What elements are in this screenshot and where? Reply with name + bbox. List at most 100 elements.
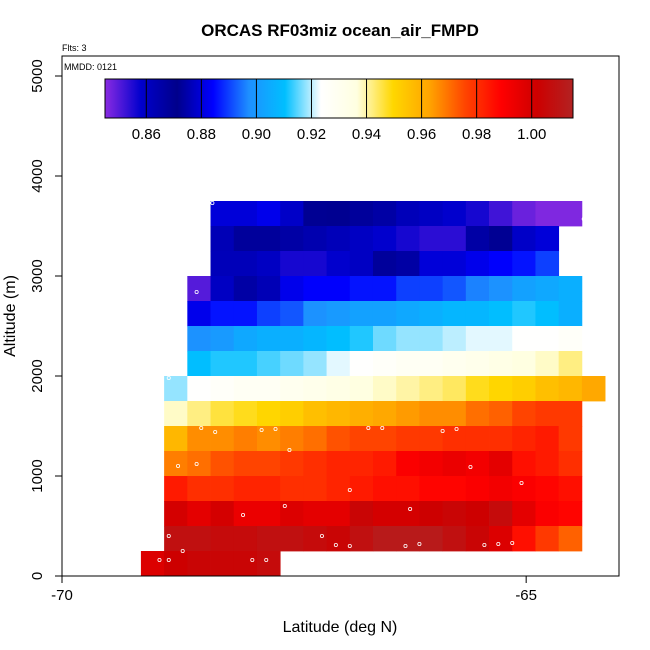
heatmap-cell (442, 426, 467, 452)
flight-point (440, 428, 445, 433)
heatmap-cell (372, 501, 397, 527)
heatmap-cell (326, 401, 351, 427)
heatmap-cell (465, 326, 490, 352)
heatmap-cell (233, 476, 258, 502)
heatmap-cell (233, 526, 258, 552)
heatmap-cell (372, 251, 397, 277)
heatmap-cell (256, 251, 281, 277)
heatmap-cell (372, 301, 397, 327)
y-tick-label: 2000 (29, 359, 46, 392)
heatmap-cell (164, 401, 188, 427)
heatmap-cell (233, 201, 258, 227)
heatmap-cell (280, 201, 304, 227)
heatmap-cell (489, 201, 513, 227)
heatmap-cell (280, 226, 304, 252)
flight-point (176, 463, 181, 468)
heatmap-cell (535, 451, 560, 477)
heatmap-cell (280, 351, 304, 377)
heatmap-cell (512, 301, 536, 327)
heatmap-cell (396, 201, 420, 227)
heatmap-cell (256, 401, 281, 427)
heatmap-cell (419, 351, 444, 377)
heatmap-cell (303, 376, 327, 402)
heatmap-cell (349, 401, 374, 427)
heatmap-cell (280, 476, 304, 502)
heatmap-cell (419, 276, 444, 302)
heatmap-cell (210, 226, 235, 252)
y-tick-label: 3000 (29, 259, 46, 292)
heatmap-cell (233, 426, 258, 452)
heatmap-cell (512, 351, 536, 377)
heatmap-cell (512, 426, 536, 452)
heatmap-cell (512, 201, 536, 227)
heatmap-cell (303, 301, 327, 327)
heatmap-cell (210, 426, 235, 452)
heatmap-cell (442, 276, 467, 302)
x-tick-label: -65 (515, 587, 537, 604)
flight-point (213, 429, 218, 434)
heatmap-cell (280, 401, 304, 427)
heatmap-cell (396, 301, 420, 327)
heatmap-cell (326, 251, 351, 277)
heatmap-cell (256, 226, 281, 252)
flight-point (333, 543, 338, 548)
heatmap-cell (489, 376, 513, 402)
heatmap-cell (303, 326, 327, 352)
flight-point (496, 542, 501, 547)
heatmap-cell (256, 376, 281, 402)
heatmap-cell (535, 501, 560, 527)
heatmap-cell (256, 351, 281, 377)
heatmap-cell (349, 476, 374, 502)
heatmap-cell (372, 326, 397, 352)
heatmap-cell (349, 201, 374, 227)
heatmap-cell (442, 351, 467, 377)
heatmap-cell (326, 276, 351, 302)
flight-point (510, 541, 515, 546)
heatmap-cell (512, 476, 536, 502)
heatmap-cell (465, 526, 490, 552)
heatmap-cell (187, 276, 211, 302)
flight-point (166, 558, 171, 563)
flight-point (581, 216, 586, 221)
heatmap-cell (396, 526, 420, 552)
heatmap-cell (303, 451, 327, 477)
heatmap-cell (396, 401, 420, 427)
heatmap-cell (396, 326, 420, 352)
heatmap-cell (164, 526, 188, 552)
heatmap-cell (489, 276, 513, 302)
heatmap-cell (465, 251, 490, 277)
heatmap-cell (489, 401, 513, 427)
flight-point (194, 289, 199, 294)
heatmap-cell (465, 476, 490, 502)
heatmap-cell (465, 301, 490, 327)
heatmap-cell (187, 426, 211, 452)
heatmap-cell (210, 251, 235, 277)
heatmap-cell (396, 376, 420, 402)
colorbar-tick-label: 0.94 (352, 126, 381, 143)
heatmap-cell (489, 251, 513, 277)
flight-point (366, 425, 371, 430)
heatmap-cell (349, 276, 374, 302)
heatmap-cell (396, 276, 420, 302)
heatmap-cell (489, 501, 513, 527)
heatmap-cell (372, 426, 397, 452)
heatmap-cell (233, 276, 258, 302)
heatmap-cell (512, 401, 536, 427)
heatmap-cell (442, 226, 467, 252)
y-axis: 0 1000 2000 3000 4000 5000 (29, 59, 62, 580)
heatmap-cell (489, 326, 513, 352)
heatmap-cell (535, 426, 560, 452)
flight-point (166, 534, 171, 539)
heatmap-cell (349, 451, 374, 477)
flight-point (417, 542, 422, 547)
heatmap-cell (372, 451, 397, 477)
heatmap-cell (187, 401, 211, 427)
heatmap-cell (442, 526, 467, 552)
heatmap-cell (535, 201, 560, 227)
heatmap-cell (187, 476, 211, 502)
flight-point (264, 558, 269, 563)
heatmap-cell (164, 426, 188, 452)
flight-point (403, 544, 408, 549)
heatmap-cell (233, 451, 258, 477)
heatmap-cell (535, 276, 560, 302)
